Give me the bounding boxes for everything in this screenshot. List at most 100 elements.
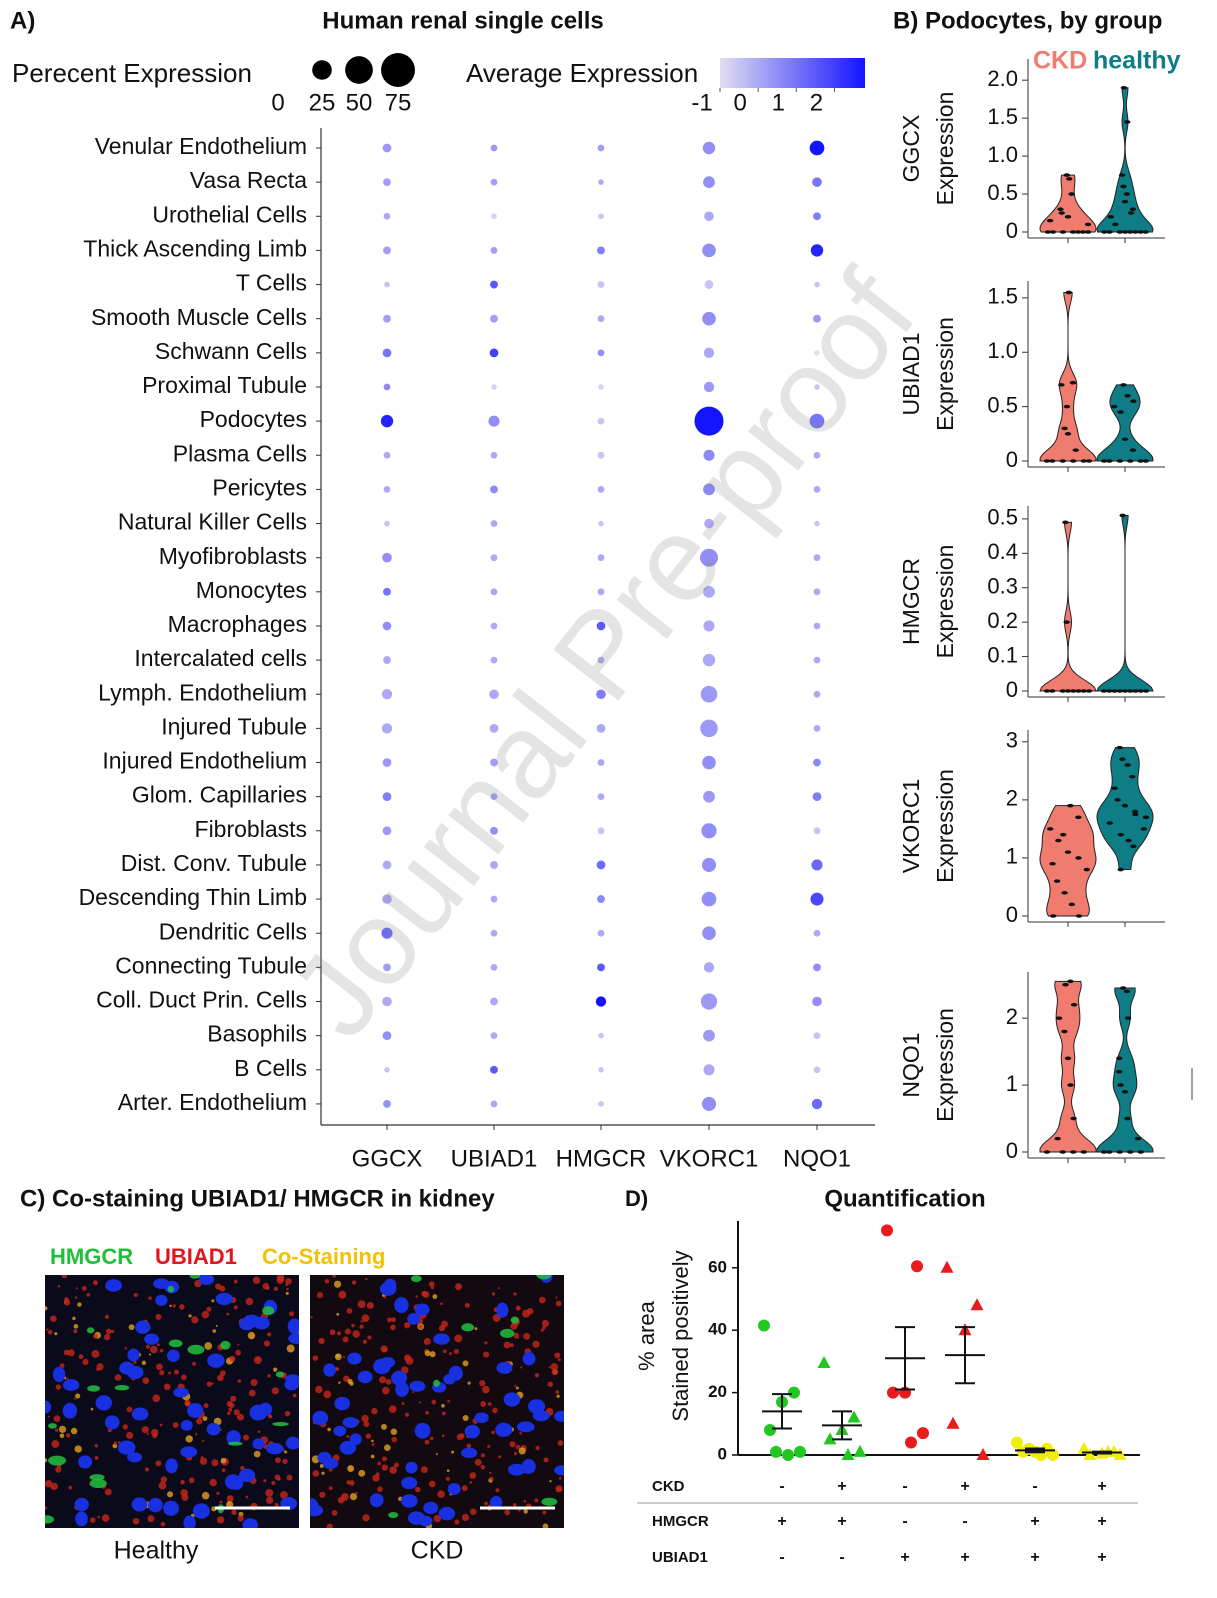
dot — [813, 963, 821, 972]
point — [1046, 218, 1054, 223]
red-signal — [94, 1281, 98, 1285]
y-tick-label: 1 — [1006, 844, 1018, 869]
dot — [702, 311, 716, 326]
dot — [384, 1067, 390, 1073]
red-signal — [454, 1334, 463, 1343]
red-signal — [549, 1479, 552, 1483]
red-signal — [250, 1378, 258, 1387]
y-tick-label: Venular Endothelium — [95, 133, 307, 159]
nucleus — [554, 1410, 564, 1422]
dot — [813, 929, 821, 937]
green-signal — [89, 1474, 105, 1481]
violin — [1039, 980, 1097, 1153]
red-signal — [156, 1343, 160, 1347]
dot — [382, 860, 392, 870]
red-signal — [347, 1378, 353, 1385]
y-axis-label: Expression — [932, 545, 958, 659]
red-signal — [73, 1328, 78, 1334]
point — [764, 1424, 776, 1437]
dot — [490, 963, 498, 971]
nucleus — [180, 1419, 193, 1431]
dot — [703, 176, 715, 189]
red-signal — [424, 1439, 430, 1445]
point — [911, 1260, 923, 1273]
red-signal — [74, 1397, 77, 1400]
point — [1132, 689, 1139, 693]
red-signal — [418, 1401, 421, 1404]
dot — [702, 243, 716, 258]
nucleus — [339, 1440, 357, 1455]
y-axis-label: GGCX — [898, 115, 924, 183]
dot — [384, 281, 390, 288]
red-signal — [180, 1479, 185, 1485]
red-signal — [363, 1421, 370, 1428]
red-signal — [132, 1517, 140, 1525]
point — [1055, 1016, 1063, 1020]
red-signal — [74, 1445, 82, 1453]
red-signal — [312, 1470, 320, 1477]
point — [1058, 211, 1065, 215]
point — [1072, 448, 1079, 452]
red-signal — [338, 1290, 347, 1299]
red-signal — [265, 1488, 274, 1497]
red-signal — [448, 1352, 452, 1356]
red-signal — [273, 1367, 278, 1372]
nucleus — [230, 1475, 244, 1490]
red-signal — [271, 1387, 279, 1395]
y-axis-label: VKORC1 — [898, 779, 924, 874]
dot — [598, 213, 604, 220]
point — [881, 1224, 893, 1237]
point — [1049, 230, 1057, 234]
y-tick-label: 60 — [708, 1257, 727, 1276]
point — [1117, 867, 1124, 872]
green-signal — [262, 1306, 275, 1316]
y-tick-label: 0 — [1006, 902, 1018, 927]
red-signal — [548, 1366, 551, 1369]
nucleus — [242, 1518, 259, 1528]
red-signal — [429, 1351, 436, 1358]
red-signal — [526, 1308, 534, 1315]
red-signal — [377, 1486, 383, 1492]
nucleus — [418, 1515, 433, 1527]
red-signal — [504, 1509, 511, 1516]
red-signal — [461, 1513, 470, 1522]
y-tick-label: Intercalated cells — [134, 645, 307, 671]
condition-sign: + — [900, 1549, 909, 1566]
red-signal — [429, 1436, 434, 1441]
y-axis-label: Expression — [932, 317, 958, 431]
dot — [383, 587, 391, 596]
nucleus — [62, 1379, 80, 1391]
red-signal — [280, 1491, 288, 1499]
red-signal — [424, 1350, 431, 1357]
red-signal — [467, 1381, 471, 1385]
red-signal — [191, 1316, 199, 1324]
red-signal — [329, 1329, 336, 1336]
dot — [813, 212, 821, 221]
y-tick-label: 0 — [718, 1444, 727, 1463]
red-signal — [492, 1407, 498, 1414]
nucleus — [131, 1497, 148, 1512]
point — [1064, 1056, 1072, 1061]
green-signal — [461, 1323, 475, 1332]
dot — [490, 895, 498, 903]
point — [1117, 410, 1124, 414]
nucleus — [310, 1504, 324, 1517]
dot — [491, 213, 497, 220]
red-signal — [201, 1310, 210, 1319]
chart-title: Quantification — [824, 1185, 985, 1212]
point — [1124, 763, 1131, 767]
nucleus — [394, 1297, 409, 1314]
red-signal — [542, 1523, 549, 1528]
dot — [489, 689, 499, 700]
red-signal — [57, 1284, 61, 1288]
y-tick-label: Basophils — [207, 1021, 307, 1047]
dot — [382, 826, 392, 836]
red-signal — [418, 1324, 423, 1329]
dot — [596, 621, 606, 631]
red-signal — [394, 1462, 399, 1468]
red-signal — [268, 1414, 272, 1418]
point — [1070, 689, 1077, 693]
dot — [381, 689, 393, 700]
nucleus — [215, 1292, 233, 1306]
